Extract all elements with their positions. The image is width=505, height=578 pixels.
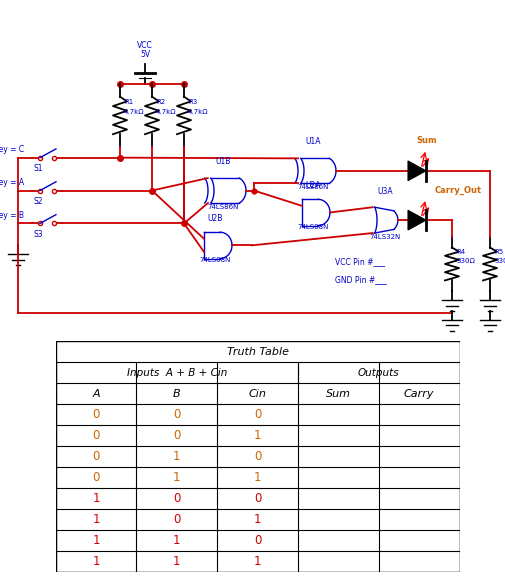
Text: VCC Pin #___: VCC Pin #___: [335, 257, 385, 266]
Text: 0: 0: [254, 408, 261, 421]
Text: 0: 0: [254, 450, 261, 463]
Text: GND Pin #___: GND Pin #___: [335, 276, 387, 284]
Text: 0: 0: [173, 429, 180, 442]
Text: U1B: U1B: [215, 157, 231, 166]
Text: Cin: Cin: [248, 388, 267, 399]
Text: 0: 0: [173, 492, 180, 505]
Text: 1: 1: [92, 513, 99, 526]
Text: 0: 0: [254, 534, 261, 547]
Text: 1: 1: [173, 450, 180, 463]
Text: 74LS86N: 74LS86N: [208, 204, 239, 210]
Text: 330Ω: 330Ω: [456, 258, 475, 264]
Text: U2B: U2B: [208, 214, 223, 223]
Text: 5V: 5V: [140, 50, 150, 59]
Text: R3: R3: [188, 99, 197, 105]
Text: 4.7kΩ: 4.7kΩ: [156, 109, 177, 116]
Text: 1: 1: [254, 513, 261, 526]
Text: 74LS86N: 74LS86N: [297, 184, 329, 190]
Text: 0: 0: [92, 408, 99, 421]
Text: 0: 0: [173, 408, 180, 421]
Text: 1: 1: [173, 534, 180, 547]
Text: 74LS08N: 74LS08N: [297, 224, 329, 230]
Text: Key = A: Key = A: [0, 179, 24, 187]
Text: R1: R1: [124, 99, 133, 105]
Text: 74LS32N: 74LS32N: [369, 234, 400, 240]
Text: Key = C: Key = C: [0, 146, 24, 154]
Text: S2: S2: [34, 197, 43, 206]
Text: 0: 0: [254, 492, 261, 505]
Text: R2: R2: [156, 99, 165, 105]
Text: Sum: Sum: [417, 136, 437, 146]
Text: Key = B: Key = B: [0, 211, 24, 220]
Text: 4.7kΩ: 4.7kΩ: [188, 109, 209, 116]
Text: Carry: Carry: [404, 388, 434, 399]
Text: R5: R5: [494, 249, 503, 255]
Text: 1: 1: [254, 555, 261, 568]
Polygon shape: [408, 161, 426, 181]
Text: 1: 1: [254, 429, 261, 442]
Text: R4: R4: [456, 249, 465, 255]
Text: 1: 1: [92, 492, 99, 505]
Text: U1A: U1A: [305, 138, 321, 146]
Text: 74LS08N: 74LS08N: [199, 257, 231, 263]
Text: 1: 1: [173, 471, 180, 484]
Text: 0: 0: [92, 450, 99, 463]
Text: U2A: U2A: [305, 181, 321, 190]
Text: U3A: U3A: [377, 187, 393, 196]
Text: 1: 1: [92, 555, 99, 568]
Text: Truth Table: Truth Table: [227, 347, 288, 357]
Text: Carry_Out: Carry_Out: [435, 186, 482, 195]
Text: Inputs  A + B + Cin: Inputs A + B + Cin: [127, 368, 227, 377]
Text: Sum: Sum: [326, 388, 351, 399]
Text: S1: S1: [34, 164, 43, 173]
Text: 1: 1: [173, 555, 180, 568]
Text: 1: 1: [254, 471, 261, 484]
Polygon shape: [408, 210, 426, 230]
Text: S3: S3: [34, 230, 43, 239]
Text: VCC: VCC: [137, 41, 153, 50]
Text: 0: 0: [92, 429, 99, 442]
Text: 1: 1: [92, 534, 99, 547]
Text: Outputs: Outputs: [358, 368, 399, 377]
Text: B: B: [173, 388, 181, 399]
Text: 330Ω: 330Ω: [494, 258, 505, 264]
Text: A: A: [92, 388, 100, 399]
Text: 0: 0: [92, 471, 99, 484]
Text: 0: 0: [173, 513, 180, 526]
Text: 4.7kΩ: 4.7kΩ: [124, 109, 144, 116]
